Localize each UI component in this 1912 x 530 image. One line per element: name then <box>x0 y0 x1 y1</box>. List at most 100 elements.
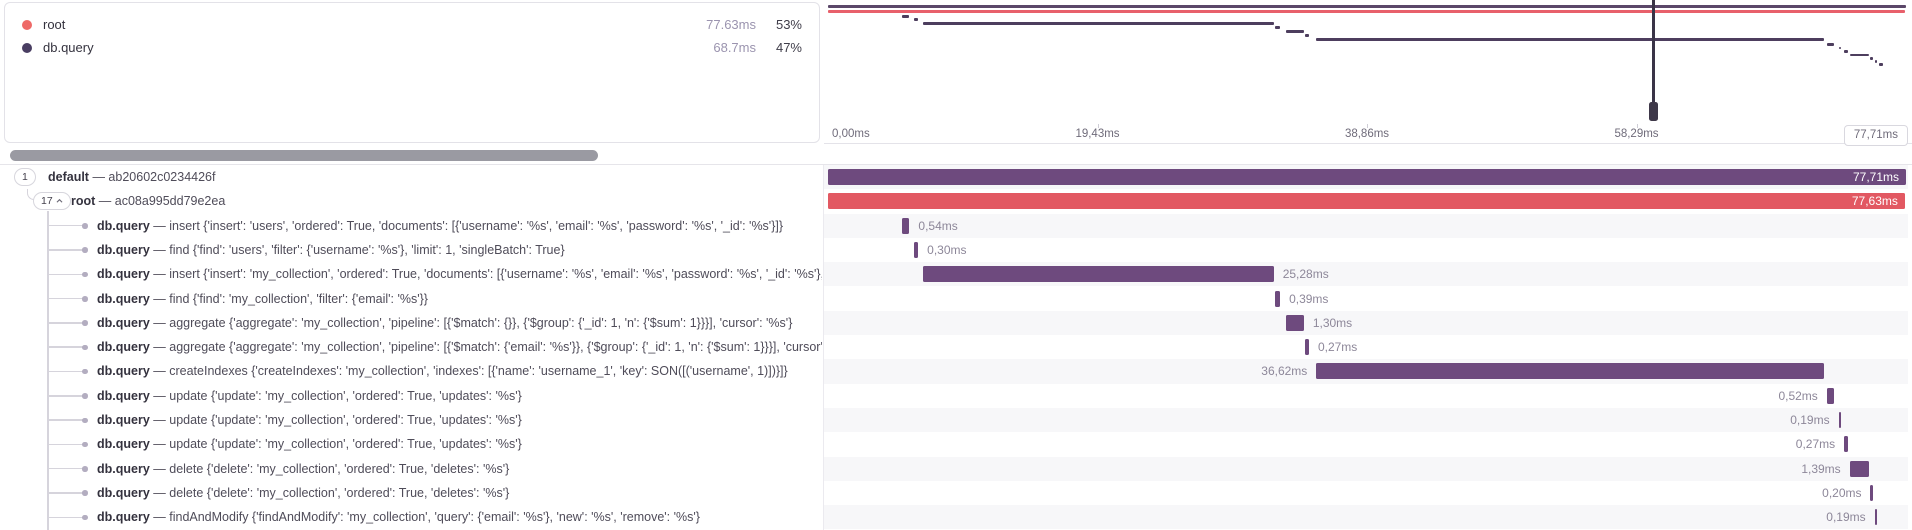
trace-row[interactable]: db.query — update {'update': 'my_collect… <box>0 384 1912 408</box>
span-bar[interactable] <box>914 241 919 258</box>
span-name: db.query <box>97 340 150 355</box>
span-bar[interactable] <box>1305 339 1309 356</box>
connector-line <box>48 443 84 446</box>
span-label-cell[interactable]: db.query — delete {'delete': 'my_collect… <box>0 481 822 505</box>
span-label-cell[interactable]: db.query — update {'update': 'my_collect… <box>0 432 822 456</box>
legend-item-db-query[interactable]: db.query 68.7ms 47% <box>5 36 819 60</box>
span-label-cell[interactable]: db.query — findAndModify {'findAndModify… <box>0 505 822 529</box>
span-label-cell[interactable]: db.query — createIndexes {'createIndexes… <box>0 359 822 383</box>
span-name: root <box>71 194 96 209</box>
trace-row[interactable]: db.query — find {'find': 'users', 'filte… <box>0 238 1912 262</box>
span-title[interactable]: default — ab20602c0234426f <box>48 165 215 189</box>
trace-row[interactable]: db.query — insert {'insert': 'users', 'o… <box>0 213 1912 238</box>
span-bar[interactable] <box>1826 387 1834 404</box>
span-label-cell[interactable]: db.query — aggregate {'aggregate': 'my_c… <box>0 335 822 359</box>
span-title[interactable]: db.query — createIndexes {'createIndexes… <box>97 359 788 383</box>
span-label-cell[interactable]: db.query — delete {'delete': 'my_collect… <box>0 457 822 481</box>
span-title[interactable]: db.query — findAndModify {'findAndModify… <box>97 505 700 529</box>
trace-row[interactable]: db.query — aggregate {'aggregate': 'my_c… <box>0 310 1912 336</box>
branch-dot <box>82 247 88 253</box>
trace-row[interactable]: db.query — delete {'delete': 'my_collect… <box>0 456 1912 481</box>
span-title[interactable]: db.query — aggregate {'aggregate': 'my_c… <box>97 311 792 335</box>
connector-line <box>48 395 84 397</box>
trace-row[interactable]: db.query — update {'update': 'my_collect… <box>0 408 1912 433</box>
span-bar[interactable] <box>1874 509 1878 526</box>
minimap-span <box>901 15 910 18</box>
row-stripe <box>824 310 1908 336</box>
span-bar[interactable] <box>1285 314 1304 331</box>
span-label-cell[interactable]: db.query — find {'find': 'my_collection'… <box>0 287 822 311</box>
span-bar[interactable] <box>1838 412 1842 428</box>
legend-duration: 77.63ms <box>706 17 756 32</box>
trace-row[interactable]: db.query — findAndModify {'findAndModify… <box>0 505 1912 530</box>
span-label-cell[interactable]: db.query — update {'update': 'my_collect… <box>0 384 822 408</box>
span-title[interactable]: db.query — delete {'delete': 'my_collect… <box>97 457 509 481</box>
connector-line <box>48 492 84 494</box>
duration-lane: 0,27ms <box>828 432 1906 456</box>
child-count-badge[interactable]: 1 <box>14 168 36 186</box>
branch-dot <box>82 490 88 496</box>
minimap-span <box>1274 26 1281 29</box>
span-title[interactable]: db.query — update {'update': 'my_collect… <box>97 408 522 432</box>
span-bar[interactable] <box>1849 460 1869 477</box>
span-label-cell[interactable]: 17 root — ac08a995dd79e2ea <box>0 189 822 213</box>
collapse-badge[interactable]: 17 <box>33 192 71 211</box>
span-bar[interactable] <box>901 217 910 234</box>
minimap-span <box>1870 57 1874 60</box>
span-title[interactable]: db.query — find {'find': 'my_collection'… <box>97 287 428 311</box>
duration-lane: 0,20ms <box>828 481 1906 505</box>
span-label-cell[interactable]: db.query — insert {'insert': 'users', 'o… <box>0 214 822 238</box>
span-detail: — aggregate {'aggregate': 'my_collection… <box>149 315 793 330</box>
scrollbar-thumb[interactable] <box>10 150 598 161</box>
span-title[interactable]: root — ac08a995dd79e2ea <box>71 189 225 213</box>
span-detail: — findAndModify {'findAndModify': 'my_co… <box>149 510 700 525</box>
minimap[interactable] <box>824 0 1912 124</box>
span-title[interactable]: db.query — update {'update': 'my_collect… <box>97 384 522 408</box>
span-label-cell[interactable]: db.query — update {'update': 'my_collect… <box>0 408 822 432</box>
brush-left-handle[interactable] <box>1648 102 1658 121</box>
trace-row[interactable]: db.query — find {'find': 'my_collection'… <box>0 287 1912 311</box>
span-title[interactable]: db.query — find {'find': 'users', 'filte… <box>97 238 565 262</box>
span-detail: — delete {'delete': 'my_collection', 'or… <box>149 485 510 500</box>
duration-lane: 0,27ms <box>828 335 1906 359</box>
span-title[interactable]: db.query — delete {'delete': 'my_collect… <box>97 481 509 505</box>
span-label-cell[interactable]: db.query — find {'find': 'users', 'filte… <box>0 238 822 262</box>
trace-row[interactable]: 17 root — ac08a995dd79e2ea 77,63ms <box>0 189 1912 213</box>
row-stripe <box>824 408 1908 433</box>
span-label-cell[interactable]: 1 default — ab20602c0234426f <box>0 165 822 189</box>
span-label-cell[interactable]: db.query — aggregate {'aggregate': 'my_c… <box>0 311 822 335</box>
duration-lane: 77,63ms <box>828 189 1906 213</box>
span-title[interactable]: db.query — update {'update': 'my_collect… <box>97 432 522 456</box>
trace-row[interactable]: db.query — createIndexes {'createIndexes… <box>0 359 1912 384</box>
span-name: db.query <box>97 291 150 306</box>
span-bar[interactable] <box>1844 436 1848 453</box>
connector-line <box>48 249 84 251</box>
section-divider <box>0 164 1912 165</box>
trace-row[interactable]: db.query — update {'update': 'my_collect… <box>0 432 1912 456</box>
span-name: db.query <box>97 388 150 403</box>
duration-lane: 0,19ms <box>828 408 1906 432</box>
span-bar[interactable] <box>1316 363 1825 380</box>
span-name: default <box>48 170 89 184</box>
span-bar[interactable] <box>1870 484 1874 501</box>
trace-row[interactable]: db.query — aggregate {'aggregate': 'my_c… <box>0 335 1912 359</box>
span-detail: — update {'update': 'my_collection', 'or… <box>149 388 522 403</box>
horizontal-scrollbar[interactable] <box>4 150 820 161</box>
span-title[interactable]: db.query — insert {'insert': 'my_collect… <box>97 262 822 286</box>
brush-left-line <box>1652 0 1655 112</box>
span-bar[interactable] <box>923 266 1274 283</box>
span-title[interactable]: db.query — insert {'insert': 'users', 'o… <box>97 214 783 238</box>
span-bar[interactable]: 77,71ms <box>828 169 1906 185</box>
span-title[interactable]: db.query — aggregate {'aggregate': 'my_c… <box>97 335 822 359</box>
trace-row[interactable]: db.query — insert {'insert': 'my_collect… <box>0 262 1912 287</box>
branch-dot <box>82 441 88 448</box>
duration-lane: 1,30ms <box>828 311 1906 335</box>
span-bar[interactable] <box>1274 290 1281 307</box>
span-label-cell[interactable]: db.query — insert {'insert': 'my_collect… <box>0 262 822 286</box>
span-bar[interactable]: 77,63ms <box>828 193 1905 210</box>
trace-row[interactable]: 1 default — ab20602c0234426f 77,71ms <box>0 165 1912 190</box>
legend-item-root[interactable]: root 77.63ms 53% <box>5 13 819 37</box>
trace-row[interactable]: db.query — delete {'delete': 'my_collect… <box>0 481 1912 505</box>
legend-label: db.query <box>43 40 94 55</box>
